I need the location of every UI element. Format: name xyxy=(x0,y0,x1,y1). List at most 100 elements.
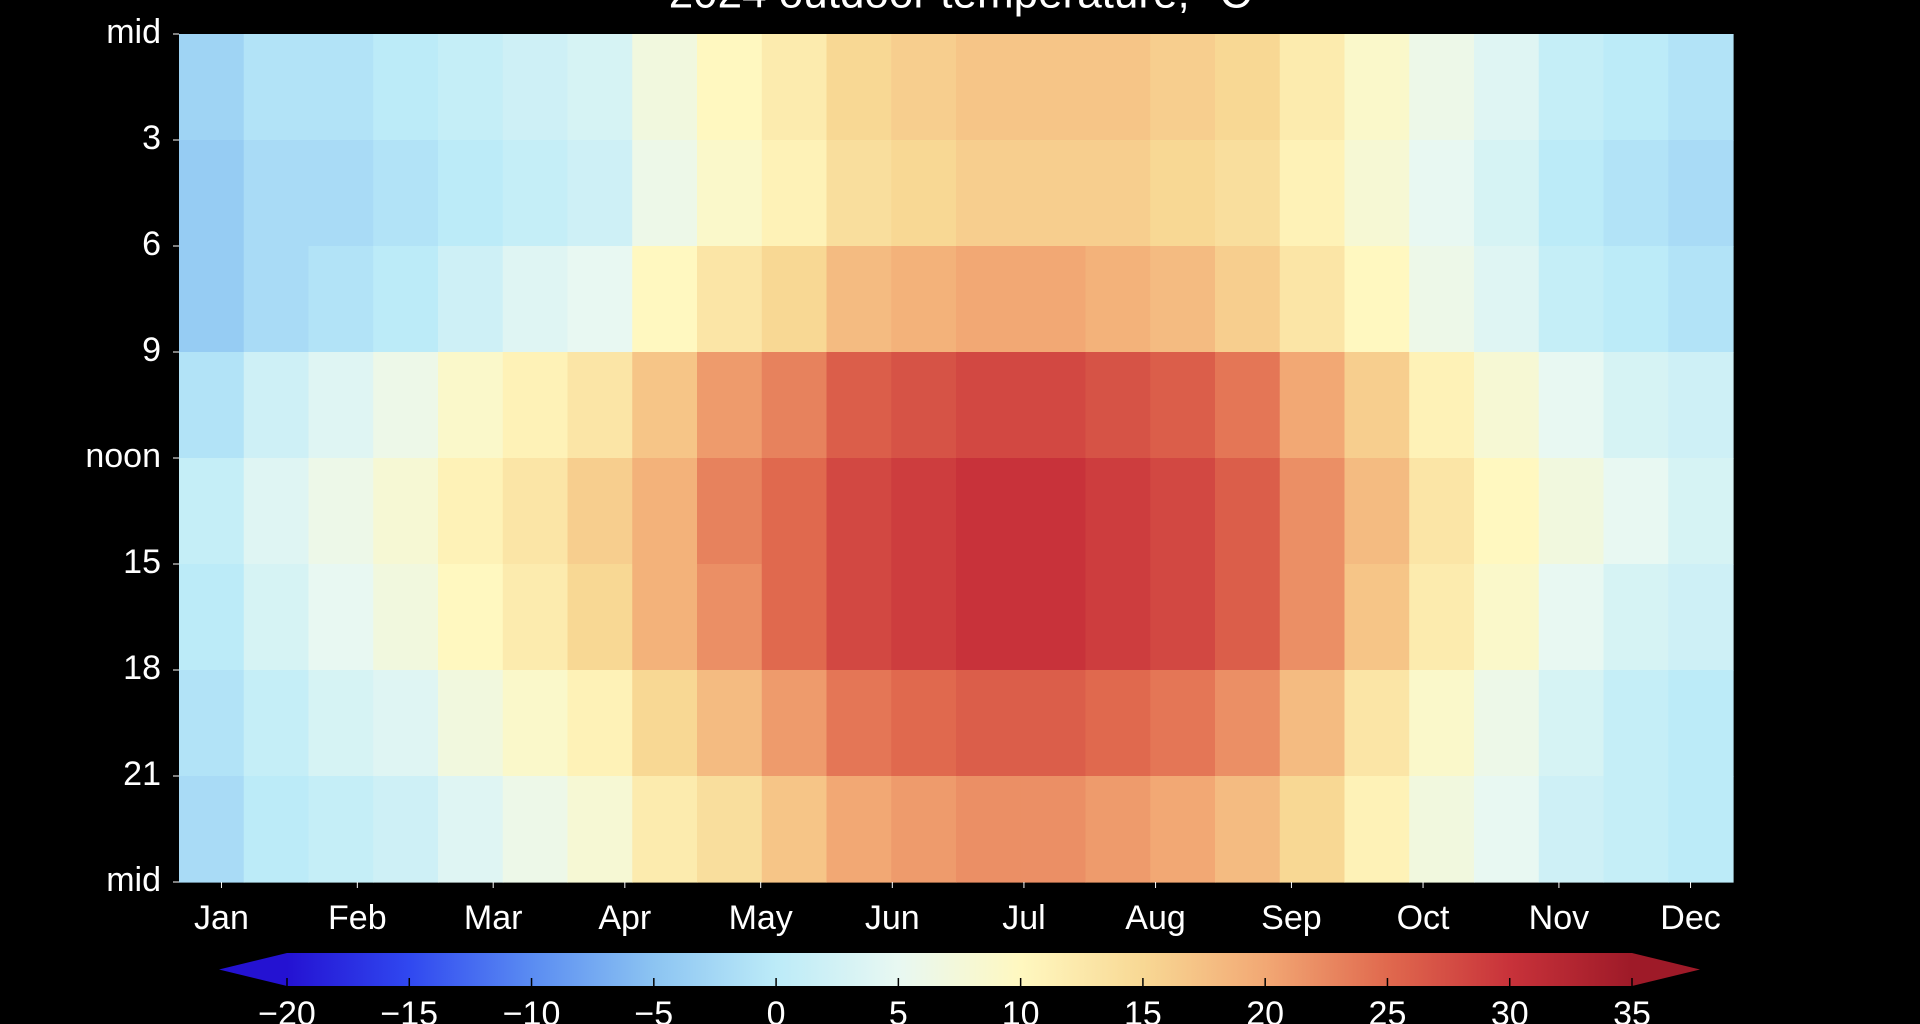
heat-cell xyxy=(179,352,245,459)
heat-cell xyxy=(1085,458,1151,565)
heat-cell xyxy=(1150,564,1216,671)
colorbar-tick-label: −20 xyxy=(258,995,316,1024)
x-tick-label: Jun xyxy=(865,899,920,937)
heat-cell xyxy=(1668,352,1734,459)
heat-cell xyxy=(1279,140,1346,247)
heat-cell xyxy=(373,564,439,671)
heat-cell xyxy=(502,246,569,353)
heat-cell xyxy=(697,352,763,459)
heat-cell xyxy=(1344,246,1410,353)
heat-cell xyxy=(243,140,310,247)
heat-cell xyxy=(1474,140,1540,247)
heat-cell xyxy=(1344,670,1410,777)
heat-cell xyxy=(502,458,569,565)
heat-cell xyxy=(891,670,957,777)
heat-cell xyxy=(438,246,504,353)
heat-cell xyxy=(373,140,439,247)
y-tick-label: mid xyxy=(106,13,161,51)
heat-cell xyxy=(1215,670,1281,777)
heat-cell xyxy=(243,776,310,883)
colorbar-tick-label: 10 xyxy=(1002,995,1040,1024)
heat-cell xyxy=(179,776,245,883)
colorbar-extend-high xyxy=(1632,953,1700,986)
heat-cell xyxy=(1279,352,1346,459)
heat-cell xyxy=(179,670,245,777)
y-tick-label: 15 xyxy=(123,543,161,581)
heat-cell xyxy=(1085,34,1151,141)
heat-cell xyxy=(1409,140,1475,247)
heat-cell xyxy=(1150,352,1216,459)
y-tick-label: 3 xyxy=(142,119,161,157)
heat-cell xyxy=(826,140,892,247)
heat-cell xyxy=(1085,564,1151,671)
heat-cell xyxy=(243,246,310,353)
heat-cell xyxy=(956,564,1022,671)
heat-cell xyxy=(243,564,310,671)
heat-cell xyxy=(1409,246,1475,353)
heat-cell xyxy=(1020,458,1087,565)
heat-cell xyxy=(567,34,633,141)
heat-cell xyxy=(1668,140,1734,247)
heat-cell xyxy=(1344,140,1410,247)
heat-cell xyxy=(1215,458,1281,565)
heat-cell xyxy=(1668,670,1734,777)
x-tick-label: Dec xyxy=(1660,899,1720,937)
y-tick-label: mid xyxy=(106,861,161,899)
heat-cell xyxy=(1150,140,1216,247)
y-tick-label: 18 xyxy=(123,649,161,687)
heat-cell xyxy=(567,564,633,671)
heat-cell xyxy=(826,776,892,883)
heat-cell xyxy=(1150,246,1216,353)
heat-cell xyxy=(956,34,1022,141)
heat-cell xyxy=(1409,458,1475,565)
heat-cell xyxy=(761,670,828,777)
x-tick-label: May xyxy=(729,899,793,937)
x-tick-label: Aug xyxy=(1125,899,1186,937)
heat-cell xyxy=(891,352,957,459)
heat-cell xyxy=(567,140,633,247)
heat-cell xyxy=(438,34,504,141)
heat-cell xyxy=(1279,564,1346,671)
heat-cell xyxy=(697,140,763,247)
heat-cell xyxy=(632,140,698,247)
heat-cell xyxy=(1409,352,1475,459)
heat-cell xyxy=(1603,776,1669,883)
heat-cell xyxy=(826,34,892,141)
heat-cell xyxy=(308,776,374,883)
heat-cell xyxy=(567,352,633,459)
heat-cell xyxy=(1150,670,1216,777)
heat-cell xyxy=(308,34,374,141)
heat-cell xyxy=(1474,34,1540,141)
heat-cell xyxy=(891,140,957,247)
heat-cell xyxy=(1344,458,1410,565)
heat-cell xyxy=(1215,140,1281,247)
heat-cell xyxy=(243,670,310,777)
heat-cell xyxy=(761,458,828,565)
colorbar-tick-label: 15 xyxy=(1124,995,1162,1024)
heat-cell xyxy=(502,564,569,671)
heat-cell xyxy=(308,564,374,671)
heat-cell xyxy=(632,564,698,671)
heat-cell xyxy=(438,670,504,777)
heat-cell xyxy=(1538,776,1605,883)
heat-cell xyxy=(1020,564,1087,671)
colorbar-tick-label: 0 xyxy=(767,995,786,1024)
heat-cell xyxy=(1085,670,1151,777)
heat-cell xyxy=(373,246,439,353)
heat-cell xyxy=(1344,352,1410,459)
heat-cell xyxy=(826,246,892,353)
colorbar-tick-label: 5 xyxy=(889,995,908,1024)
heat-cell xyxy=(1538,34,1605,141)
heat-cell xyxy=(1279,34,1346,141)
heat-cell xyxy=(1538,352,1605,459)
heat-cell xyxy=(438,458,504,565)
heat-cell xyxy=(373,34,439,141)
heat-cell xyxy=(956,670,1022,777)
heat-cell xyxy=(891,34,957,141)
heat-cell xyxy=(438,140,504,247)
heat-cell xyxy=(697,670,763,777)
heat-cell xyxy=(567,246,633,353)
heat-cell xyxy=(438,776,504,883)
heat-cell xyxy=(1409,564,1475,671)
heat-cell xyxy=(1150,458,1216,565)
